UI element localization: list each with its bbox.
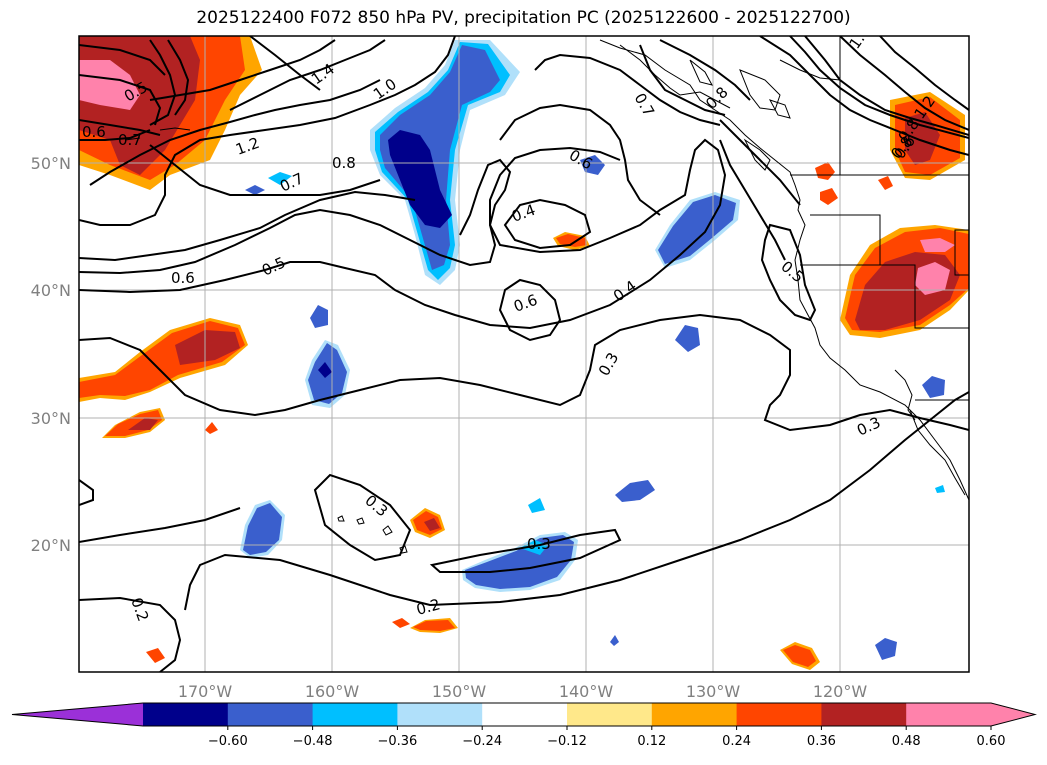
lon-label: 150°W xyxy=(432,682,487,701)
colorbar-box xyxy=(312,703,398,726)
colorbar-tick-label: 0.60 xyxy=(977,734,1006,749)
contour-label: 0.6 xyxy=(82,123,106,141)
colorbar-tick-label: −0.36 xyxy=(377,734,417,749)
colorbar-box xyxy=(736,703,822,726)
contour-label: 0.7 xyxy=(118,131,142,149)
contour-label: 0.3 xyxy=(527,535,551,553)
colorbar-tick-label: 0.36 xyxy=(807,734,836,749)
lat-label: 20°N xyxy=(31,536,71,555)
lon-label: 120°W xyxy=(813,682,868,701)
lon-label: 160°W xyxy=(305,682,360,701)
lon-label: 140°W xyxy=(559,682,614,701)
map-title: 2025122400 F072 850 hPa PV, precipitatio… xyxy=(196,8,851,28)
contour-0.6 xyxy=(79,146,621,275)
colorbar-box xyxy=(143,703,229,726)
colorbar-outline xyxy=(11,702,1037,727)
precip-positive-fills xyxy=(79,36,969,670)
pv-contours xyxy=(79,36,969,672)
contour-0.7 xyxy=(79,119,161,136)
lat-label: 50°N xyxy=(31,154,71,173)
contour-0.8 xyxy=(89,79,381,186)
colorbar-box xyxy=(397,703,483,726)
colorbar-box xyxy=(906,703,992,726)
contour-label: 0.8 xyxy=(332,154,356,172)
colorbar-tick-label: −0.12 xyxy=(547,734,587,749)
colorbar-box xyxy=(482,703,568,726)
contour-0.4 xyxy=(79,138,727,330)
colorbar-tick-label: −0.60 xyxy=(208,734,248,749)
colorbar-box xyxy=(821,703,907,726)
precip-negative-fills xyxy=(240,40,945,660)
contour-0.5 xyxy=(79,190,416,262)
colorbar-tick-label: 0.24 xyxy=(722,734,751,749)
contour-1.0 xyxy=(79,36,456,226)
alaska-coast xyxy=(599,39,969,501)
coastlines xyxy=(124,39,969,554)
contour-1.2 xyxy=(79,44,166,76)
colorbar: −0.60 −0.48 −0.36 −0.24 −0.12 0.12 0.24 0.36 0.4… xyxy=(11,702,1037,749)
lon-label: 170°W xyxy=(178,682,233,701)
contour-0.3 xyxy=(79,479,94,506)
lat-label: 30°N xyxy=(31,409,71,428)
colorbar-box xyxy=(567,703,653,726)
contour-label: 0.2 xyxy=(414,595,442,619)
colorbar-extend-low xyxy=(12,703,145,726)
colorbar-tick-label: −0.24 xyxy=(462,734,502,749)
colorbar-tick-label: −0.48 xyxy=(293,734,333,749)
graticule xyxy=(79,36,969,672)
colorbar-box xyxy=(227,703,314,726)
contour-0.2-south xyxy=(79,596,182,672)
longitude-labels: 170°W 160°W 150°W 140°W 130°W 120°W xyxy=(178,682,868,701)
fill-pink-nw xyxy=(79,60,140,110)
colorbar-tick-label: 0.12 xyxy=(637,734,666,749)
lon-label: 130°W xyxy=(686,682,741,701)
state-borders xyxy=(790,36,969,401)
contour-label: 0.6 xyxy=(171,269,195,287)
colorbar-extend-high xyxy=(991,703,1035,726)
latitude-labels: 50°N 40°N 30°N 20°N xyxy=(31,154,71,555)
colorbar-tick-label: 0.48 xyxy=(892,734,921,749)
map-frame xyxy=(78,35,970,673)
lat-label: 40°N xyxy=(31,281,71,300)
colorbar-box xyxy=(651,703,738,726)
